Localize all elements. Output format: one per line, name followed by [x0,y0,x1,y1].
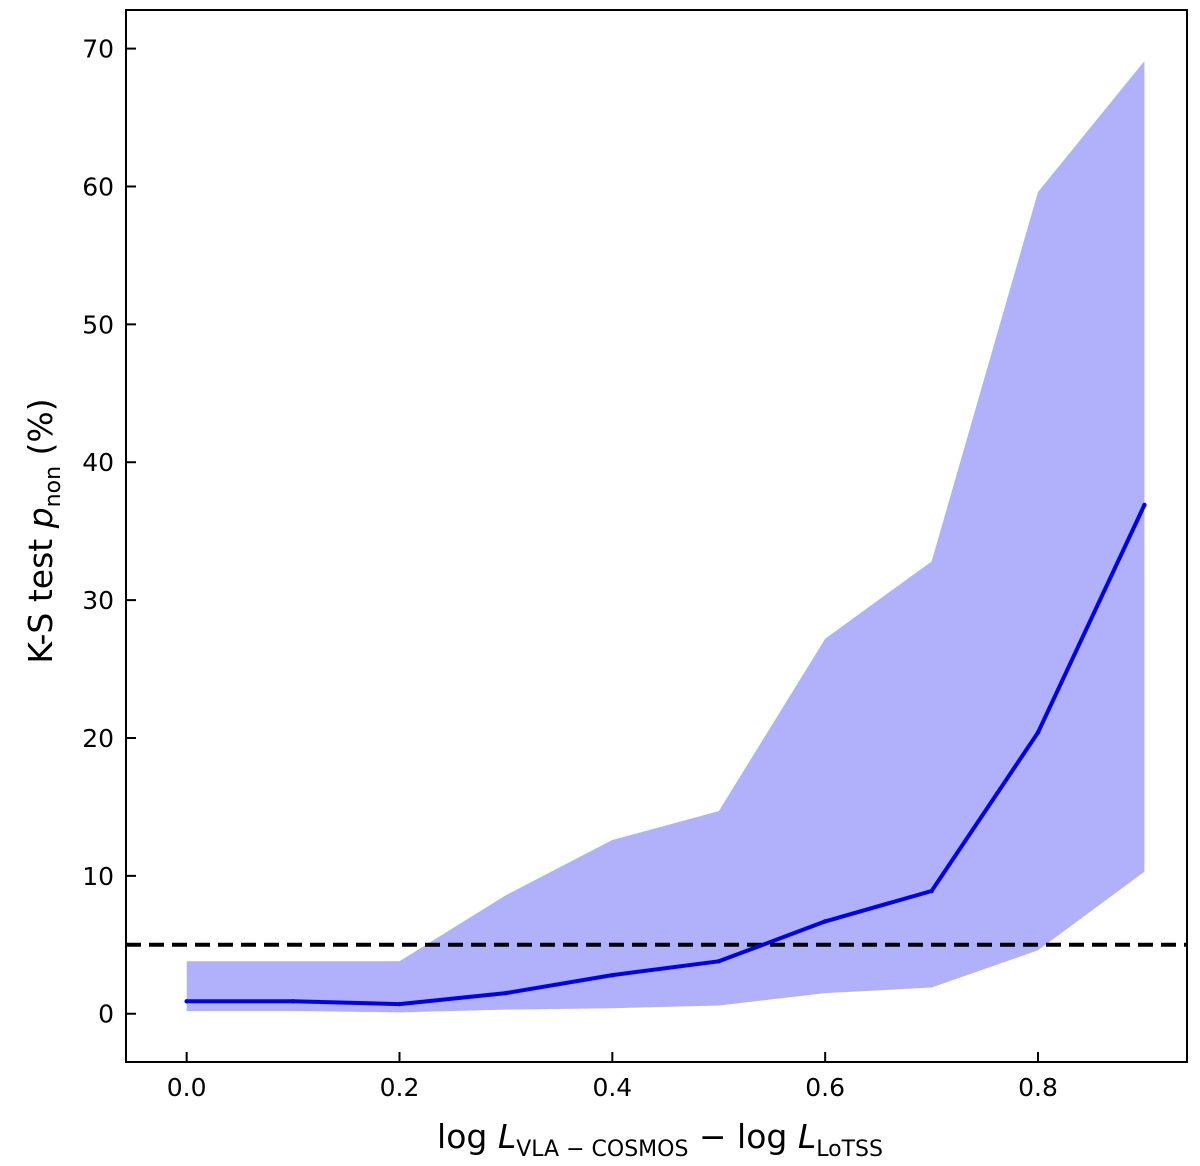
x-tick-label: 0.8 [1018,1073,1058,1102]
series-point [290,999,296,1004]
y-tick-label: 10 [82,862,114,891]
y-tick-label: 30 [82,586,114,615]
series-point [1035,730,1041,735]
x-tick-label: 0.4 [592,1073,632,1102]
y-axis-label: K-S test pnon (%) [21,398,66,663]
series-point [610,972,615,978]
plot-frame [125,9,1188,1063]
series-point [1142,502,1147,508]
x-axis-label: log LVLA − COSMOS − log LLoTSS [437,1117,883,1162]
series-point [716,959,721,964]
x-tick-label: 0.6 [805,1073,845,1102]
confidence-band [186,61,1145,1013]
series-point [929,888,934,894]
y-tick-label: 70 [82,35,114,64]
series-point [503,990,509,996]
y-tick-label: 60 [82,172,114,201]
y-tick-label: 20 [82,724,114,753]
y-tick-label: 50 [82,310,114,339]
x-tick-label: 0.2 [380,1073,420,1102]
y-tick-label: 40 [82,448,114,477]
series-line-0 [186,504,1147,1007]
series-point [822,919,828,924]
y-tick-label: 0 [98,1000,114,1029]
x-tick-label: 0.0 [167,1073,207,1102]
series-point [184,999,189,1004]
series-point [397,1001,402,1007]
